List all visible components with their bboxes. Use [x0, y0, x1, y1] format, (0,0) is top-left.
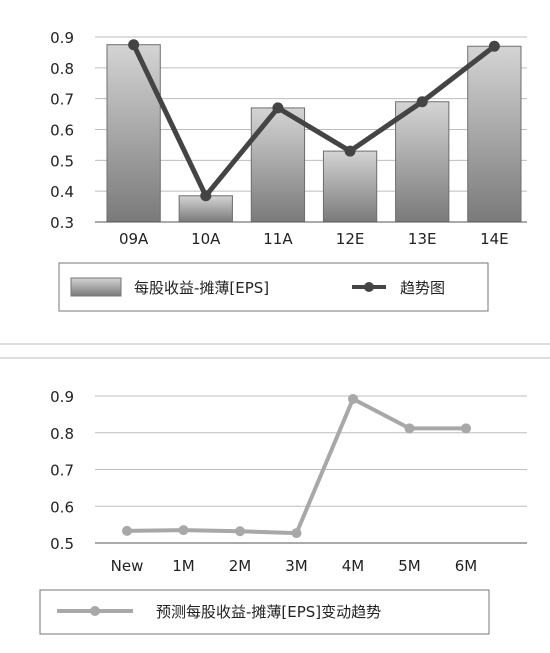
chart2-x-tick-label: 6M: [455, 557, 478, 575]
chart1-trend-line: [128, 39, 500, 202]
chart1-y-tick-label: 0.4: [50, 183, 74, 201]
chart1-bar: [467, 45, 522, 223]
chart1-x-tick-label: 14E: [480, 230, 509, 248]
chart2-gridlines: [95, 395, 527, 507]
chart2-forecast-line: [122, 393, 471, 539]
chart1-y-tick-label: 0.9: [50, 29, 74, 47]
legend-bar-swatch: [70, 277, 122, 297]
chart2-legend: 预测每股收益-摊薄[EPS]变动趋势: [39, 589, 490, 635]
chart1-x-tick-label: 13E: [408, 230, 437, 248]
chart1-x-tick-label: 09A: [119, 230, 149, 248]
chart2-forecast-point: [461, 423, 471, 434]
chart1-bar: [395, 101, 450, 223]
chart1-trend-point: [344, 145, 356, 157]
legend-label-trend: 趋势图: [400, 279, 445, 297]
chart2-y-tick-label: 0.8: [50, 425, 74, 443]
chart1-trend-point: [488, 40, 500, 52]
chart2-forecast-point: [404, 423, 415, 434]
chart1-y-tick-label: 0.5: [50, 152, 74, 170]
legend-line-marker: [90, 606, 100, 616]
chart2-y-tick-label: 0.9: [50, 388, 74, 406]
chart2-x-tick-label: 1M: [172, 557, 195, 575]
chart2-x-tick-label: 2M: [229, 557, 252, 575]
chart1-x-tick-label: 10A: [191, 230, 221, 248]
chart2-x-tick-label: 5M: [398, 557, 421, 575]
chart1-bar: [322, 150, 378, 223]
chart2-x-tick-label: 4M: [342, 557, 365, 575]
chart1-trend-point: [416, 96, 428, 108]
chart1-bar: [106, 44, 161, 223]
chart1-y-tick-label: 0.7: [50, 91, 74, 109]
chart1-y-tick-label: 0.3: [50, 214, 74, 232]
chart2-forecast-polyline: [126, 396, 466, 536]
chart2-forecast-point: [122, 525, 132, 536]
legend-label-eps: 每股收益-摊薄[EPS]: [134, 279, 269, 297]
chart2-y-tick-label: 0.5: [50, 535, 74, 553]
chart2-y-tick-label: 0.6: [50, 498, 74, 516]
chart1-x-tick-labels: 09A 10A 11A 12E 13E 14E: [119, 230, 509, 248]
chart1-bar: [250, 107, 306, 223]
chart2-x-tick-label: 3M: [285, 557, 308, 575]
chart2-x-tick-label: New: [111, 557, 144, 575]
chart1-trend-point: [200, 190, 212, 202]
chart1-x-tick-label: 11A: [263, 230, 293, 248]
legend-label-forecast: 预测每股收益-摊薄[EPS]变动趋势: [156, 603, 381, 621]
chart1-y-tick-labels: 0.3 0.4 0.5 0.6 0.7 0.8 0.9: [50, 29, 74, 232]
chart2-forecast-point: [178, 525, 189, 536]
chart1-trend-polyline: [131, 43, 496, 199]
chart2-forecast-point: [348, 393, 358, 404]
chart1-trend-point: [272, 102, 284, 114]
chart1-trend-point: [128, 39, 140, 51]
chart1-y-tick-label: 0.8: [50, 60, 74, 78]
chart2-y-tick-label: 0.7: [50, 462, 74, 480]
legend-line-marker: [364, 282, 374, 292]
chart1-legend: 每股收益-摊薄[EPS] 趋势图: [58, 262, 489, 312]
chart1-y-tick-label: 0.6: [50, 122, 74, 140]
chart1-x-tick-label: 12E: [336, 230, 365, 248]
chart2-forecast-point: [235, 526, 245, 537]
chart2-forecast-point: [291, 528, 302, 539]
chart2-y-tick-labels: 0.5 0.6 0.7 0.8 0.9: [50, 388, 74, 553]
chart2-x-tick-labels: New 1M 2M 3M 4M 5M 6M: [111, 557, 478, 575]
